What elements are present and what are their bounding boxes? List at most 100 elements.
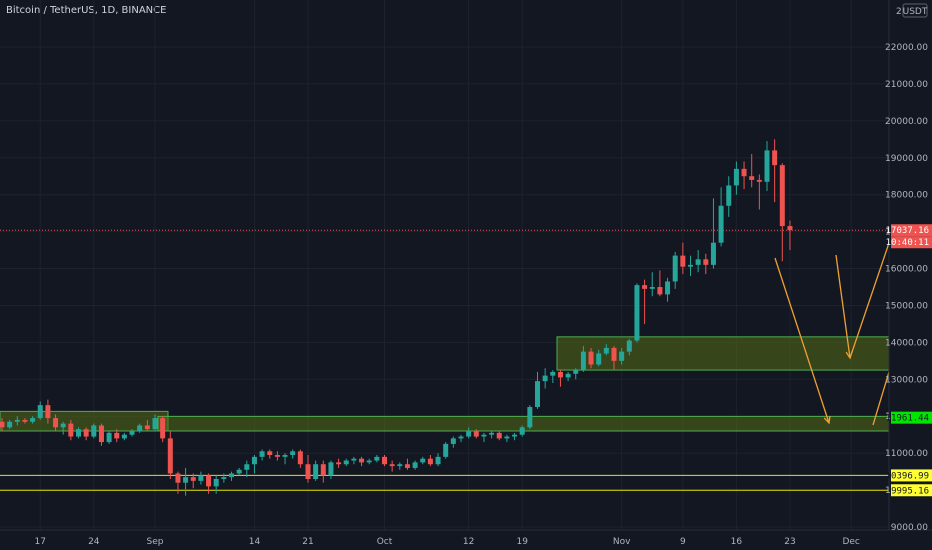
candle[interactable] bbox=[680, 242, 686, 275]
candle[interactable] bbox=[626, 338, 632, 356]
candle[interactable] bbox=[695, 250, 701, 273]
candle[interactable] bbox=[496, 431, 502, 441]
candle[interactable] bbox=[420, 456, 426, 465]
candle[interactable] bbox=[53, 414, 59, 431]
candle[interactable] bbox=[274, 451, 280, 461]
projection-arrow-down-long[interactable] bbox=[774, 257, 831, 425]
candle[interactable] bbox=[251, 455, 257, 474]
candle[interactable] bbox=[229, 471, 234, 481]
candle[interactable] bbox=[366, 458, 372, 465]
candle[interactable] bbox=[359, 456, 365, 467]
candle[interactable] bbox=[389, 460, 395, 472]
candle[interactable] bbox=[764, 141, 770, 191]
candle[interactable] bbox=[121, 432, 127, 441]
candle[interactable] bbox=[665, 277, 671, 302]
candle[interactable] bbox=[749, 154, 755, 188]
candle[interactable] bbox=[741, 161, 747, 190]
candle[interactable] bbox=[779, 163, 785, 262]
candle[interactable] bbox=[91, 423, 97, 439]
candle[interactable] bbox=[535, 371, 540, 409]
candle[interactable] bbox=[466, 427, 472, 439]
candle[interactable] bbox=[160, 416, 166, 443]
candle[interactable] bbox=[672, 251, 678, 289]
candle[interactable] bbox=[450, 436, 456, 448]
candle[interactable] bbox=[22, 418, 28, 424]
candle[interactable] bbox=[489, 431, 495, 439]
candle[interactable] bbox=[397, 462, 403, 470]
candle[interactable] bbox=[710, 198, 716, 269]
candle[interactable] bbox=[320, 460, 326, 483]
candle[interactable] bbox=[427, 455, 433, 467]
candle[interactable] bbox=[198, 471, 204, 485]
candle[interactable] bbox=[603, 344, 609, 356]
candle[interactable] bbox=[60, 421, 66, 435]
candle[interactable] bbox=[565, 371, 571, 382]
candle[interactable] bbox=[512, 432, 518, 441]
projection-line-up-2[interactable] bbox=[872, 371, 890, 426]
candle[interactable] bbox=[718, 187, 724, 247]
candle[interactable] bbox=[573, 368, 579, 380]
candle[interactable] bbox=[412, 460, 418, 470]
candle[interactable] bbox=[313, 460, 319, 481]
candle[interactable] bbox=[733, 161, 739, 195]
candle[interactable] bbox=[351, 456, 357, 465]
candle[interactable] bbox=[374, 455, 380, 463]
price-marker[interactable]: 11961.44 bbox=[886, 411, 932, 424]
candle[interactable] bbox=[0, 418, 5, 431]
candle[interactable] bbox=[244, 460, 250, 478]
candle[interactable] bbox=[642, 279, 648, 324]
candle[interactable] bbox=[649, 272, 655, 297]
candle[interactable] bbox=[787, 220, 793, 251]
candle[interactable] bbox=[167, 431, 173, 479]
candle[interactable] bbox=[580, 346, 586, 372]
candle[interactable] bbox=[129, 429, 135, 437]
candle[interactable] bbox=[290, 449, 296, 459]
candle[interactable] bbox=[297, 449, 303, 468]
candle[interactable] bbox=[328, 460, 334, 479]
candle[interactable] bbox=[37, 401, 43, 420]
candle[interactable] bbox=[267, 449, 273, 459]
candle[interactable] bbox=[726, 176, 732, 217]
candle[interactable] bbox=[213, 475, 219, 494]
candle[interactable] bbox=[137, 423, 143, 433]
candle[interactable] bbox=[443, 442, 449, 459]
candle[interactable] bbox=[756, 174, 762, 210]
candle[interactable] bbox=[175, 471, 181, 494]
candle[interactable] bbox=[619, 347, 625, 365]
candle[interactable] bbox=[221, 473, 227, 483]
candle[interactable] bbox=[550, 370, 556, 383]
candle[interactable] bbox=[106, 431, 112, 444]
candle[interactable] bbox=[772, 139, 778, 203]
candle[interactable] bbox=[144, 419, 150, 431]
currency-label[interactable]: USDT bbox=[902, 3, 928, 18]
price-marker[interactable]: 10396.99 bbox=[886, 469, 932, 482]
projection-line-up[interactable] bbox=[849, 242, 890, 359]
candle[interactable] bbox=[688, 255, 693, 276]
candle[interactable] bbox=[206, 473, 212, 494]
candle[interactable] bbox=[596, 349, 602, 367]
candle[interactable] bbox=[45, 399, 51, 424]
candle[interactable] bbox=[588, 347, 594, 369]
candle[interactable] bbox=[114, 429, 120, 443]
candle[interactable] bbox=[152, 414, 158, 431]
candle[interactable] bbox=[68, 419, 74, 441]
candle[interactable] bbox=[634, 283, 640, 343]
candle[interactable] bbox=[611, 346, 617, 371]
candle[interactable] bbox=[504, 434, 510, 443]
candle[interactable] bbox=[236, 467, 242, 476]
price-marker[interactable]: 17037.16 bbox=[886, 224, 932, 237]
candle[interactable] bbox=[282, 453, 288, 465]
candle[interactable] bbox=[305, 455, 311, 483]
candle[interactable] bbox=[14, 416, 20, 426]
candle[interactable] bbox=[259, 449, 265, 461]
candle[interactable] bbox=[657, 270, 663, 297]
candle[interactable] bbox=[435, 453, 441, 467]
candle[interactable] bbox=[703, 253, 709, 275]
candle[interactable] bbox=[382, 455, 387, 467]
candle[interactable] bbox=[481, 432, 487, 443]
candle[interactable] bbox=[7, 419, 13, 430]
candle[interactable] bbox=[542, 368, 548, 389]
candle[interactable] bbox=[190, 473, 196, 489]
candle[interactable] bbox=[458, 434, 464, 443]
